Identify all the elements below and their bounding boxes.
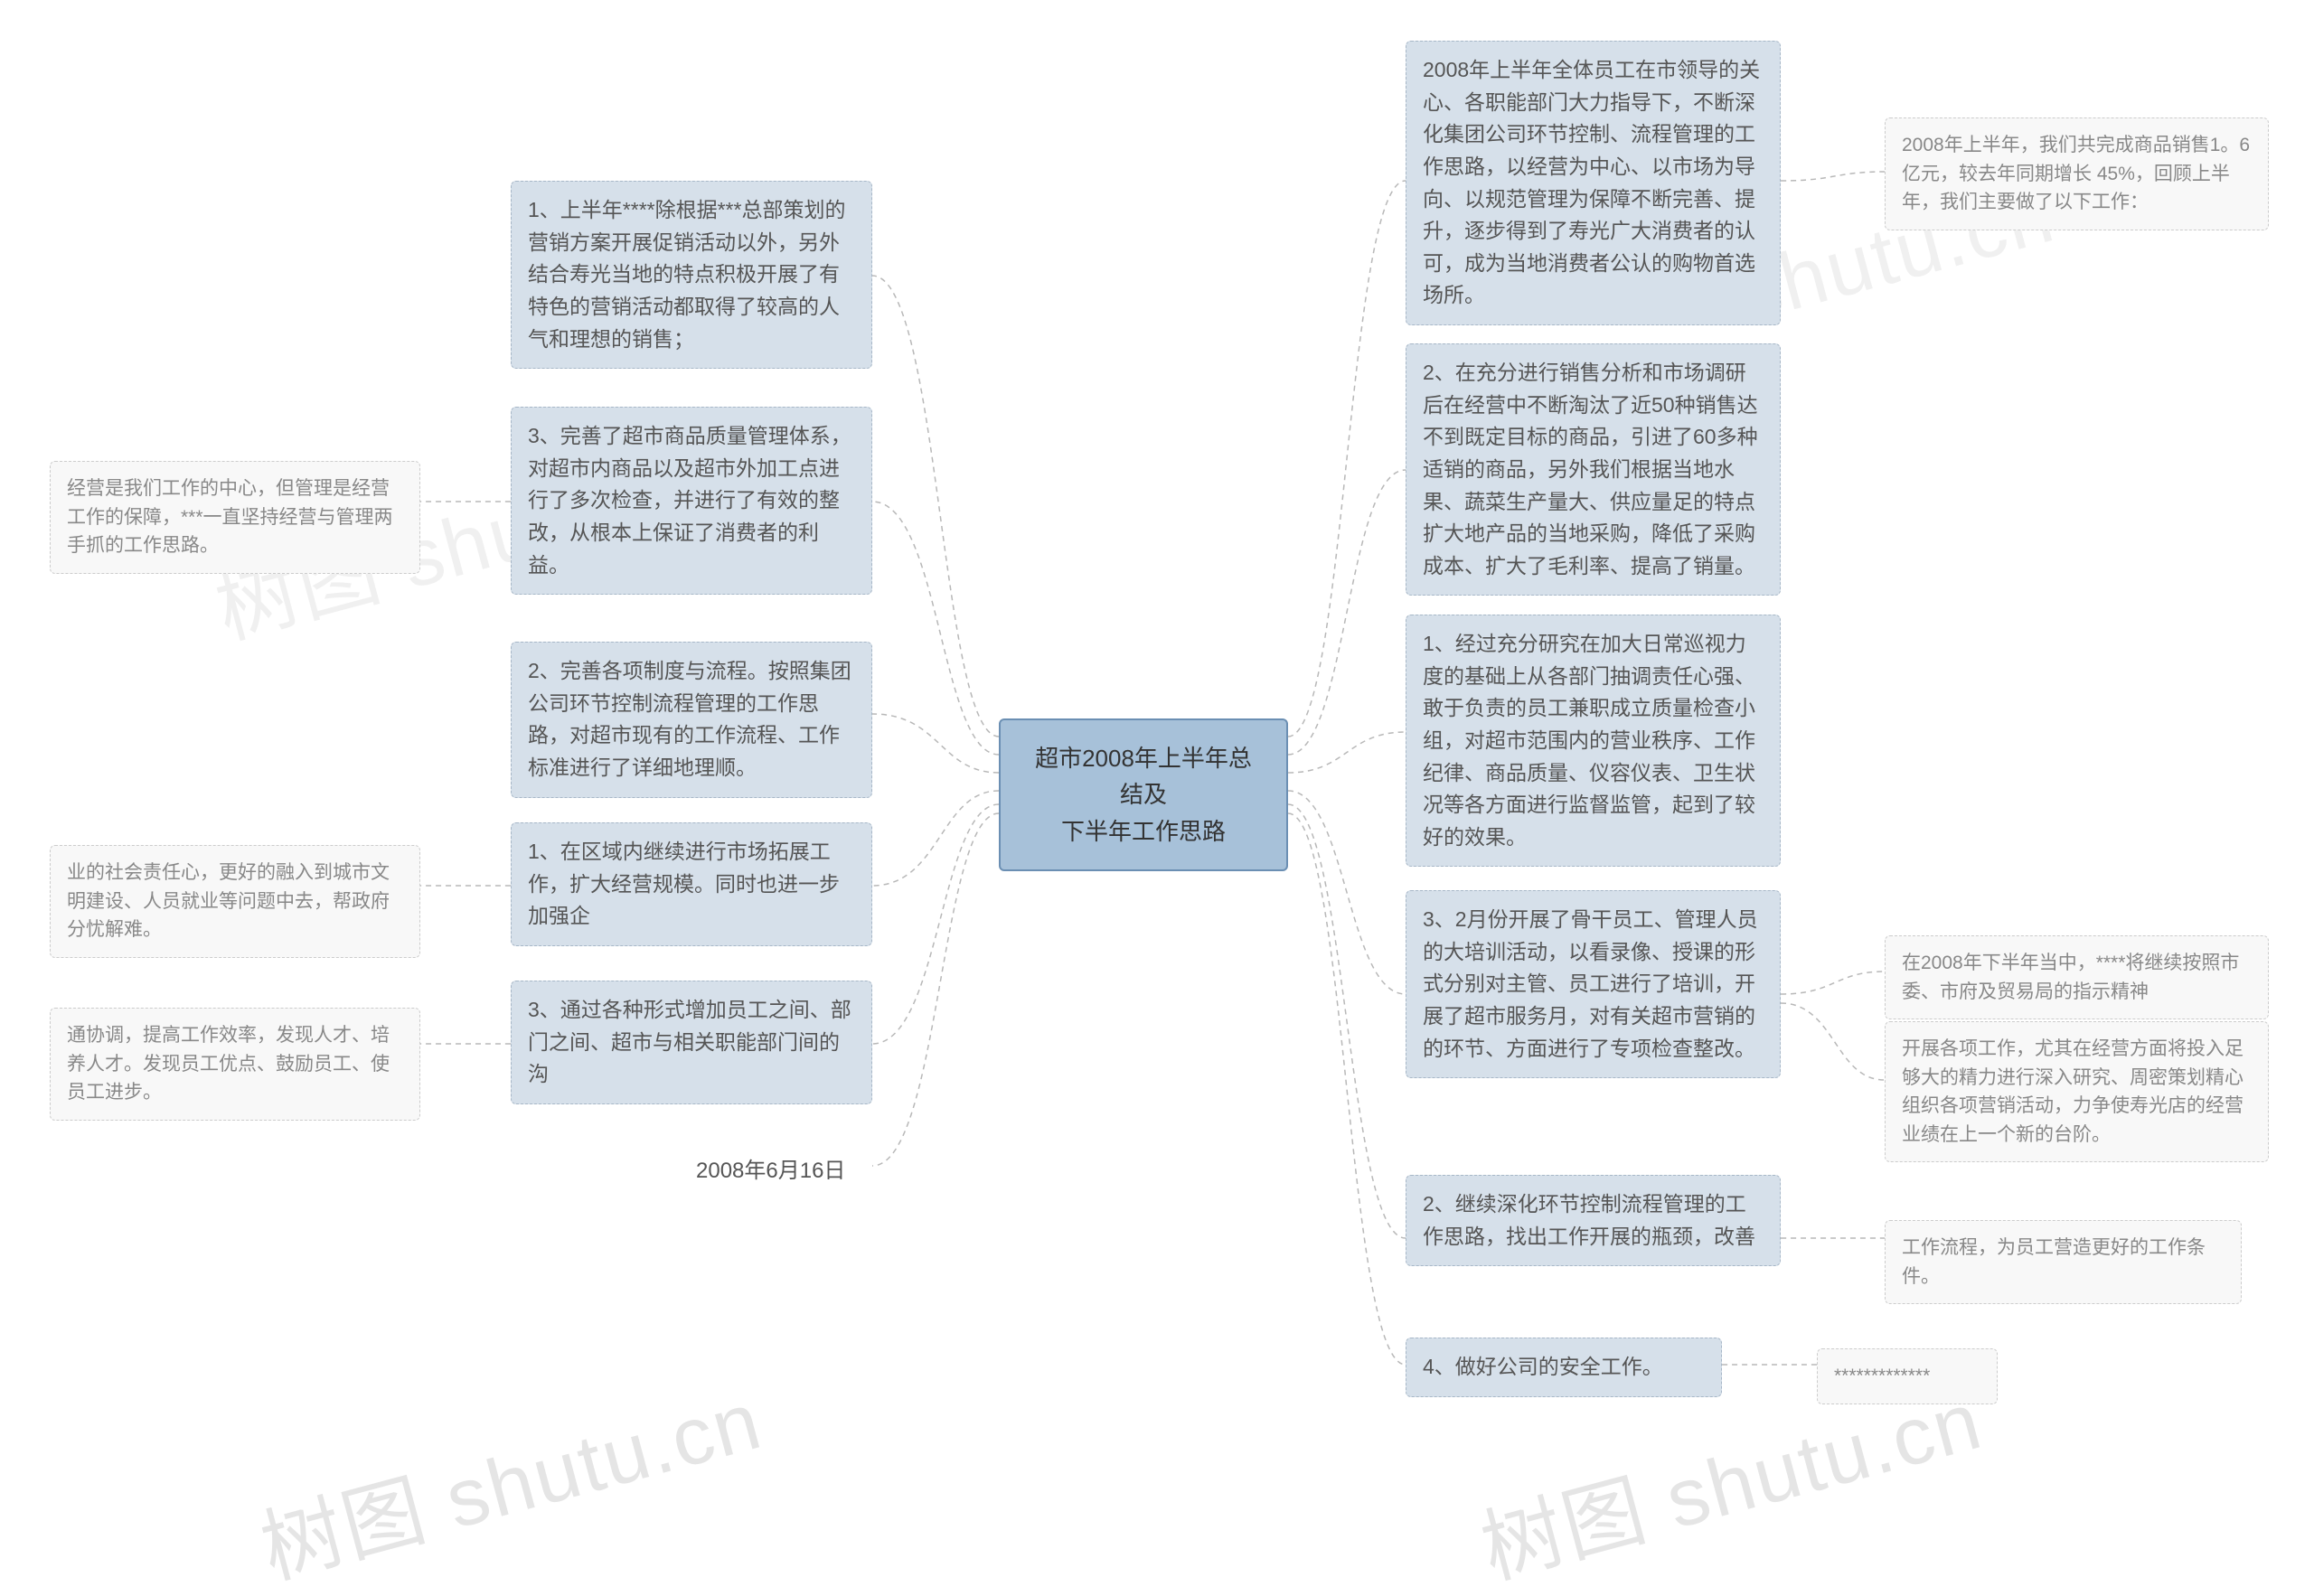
right-half-4: 4、做好公司的安全工作。 [1406, 1338, 1722, 1397]
left-primary-1: 1、上半年****除根据***总部策划的营销方案开展促销活动以外，另外结合寿光当… [511, 181, 872, 369]
right-half-2: 2、继续深化环节控制流程管理的工作思路，找出工作开展的瓶颈，改善 [1406, 1175, 1781, 1266]
left-primary-2: 2、完善各项制度与流程。按照集团公司环节控制流程管理的工作思路，对超市现有的工作… [511, 642, 872, 798]
left-primary-3: 3、完善了超市商品质量管理体系，对超市内商品以及超市外加工点进行了多次检查，并进… [511, 407, 872, 595]
right-secondary-intro: 2008年上半年，我们共完成商品销售1。6亿元，较去年同期增长 45%，回顾上半… [1885, 117, 2269, 230]
right-primary-2: 2、在充分进行销售分析和市场调研后在经营中不断淘汰了近50种销售达不到既定目标的… [1406, 343, 1781, 596]
left-half-3: 3、通过各种形式增加员工之间、部门之间、超市与相关职能部门间的沟 [511, 981, 872, 1104]
left-secondary-1: 经营是我们工作的中心，但管理是经营工作的保障，***一直坚持经营与管理两手抓的工… [50, 461, 420, 574]
right-secondary-plan1: 在2008年下半年当中，****将继续按照市委、市府及贸易局的指示精神 [1885, 935, 2269, 1019]
watermark: 树图 shutu.cn [247, 1355, 773, 1596]
center-line2: 下半年工作思路 [1061, 818, 1226, 845]
center-line1: 超市2008年上半年总结及 [1035, 745, 1252, 808]
right-intro: 2008年上半年全体员工在市领导的关心、各职能部门大力指导下，不断深化集团公司环… [1406, 41, 1781, 325]
right-secondary-h4: ************* [1817, 1348, 1998, 1404]
left-half-1: 1、在区域内继续进行市场拓展工作，扩大经营规模。同时也进一步加强企 [511, 822, 872, 946]
left-secondary-3: 通协调，提高工作效率，发现人才、培养人才。发现员工优点、鼓励员工、使员工进步。 [50, 1008, 420, 1121]
right-secondary-h2: 工作流程，为员工营造更好的工作条件。 [1885, 1220, 2242, 1304]
right-primary-3: 3、2月份开展了骨干员工、管理人员的大培训活动，以看录像、授课的形式分别对主管、… [1406, 890, 1781, 1078]
right-primary-1: 1、经过充分研究在加大日常巡视力度的基础上从各部门抽调责任心强、敢于负责的员工兼… [1406, 615, 1781, 867]
date-label: 2008年6月16日 [696, 1152, 845, 1184]
right-secondary-plan2: 开展各项工作，尤其在经营方面将投入足够大的精力进行深入研究、周密策划精心组织各项… [1885, 1021, 2269, 1162]
left-secondary-2: 业的社会责任心，更好的融入到城市文明建设、人员就业等问题中去，帮政府分忧解难。 [50, 845, 420, 958]
center-topic: 超市2008年上半年总结及 下半年工作思路 [999, 718, 1288, 871]
